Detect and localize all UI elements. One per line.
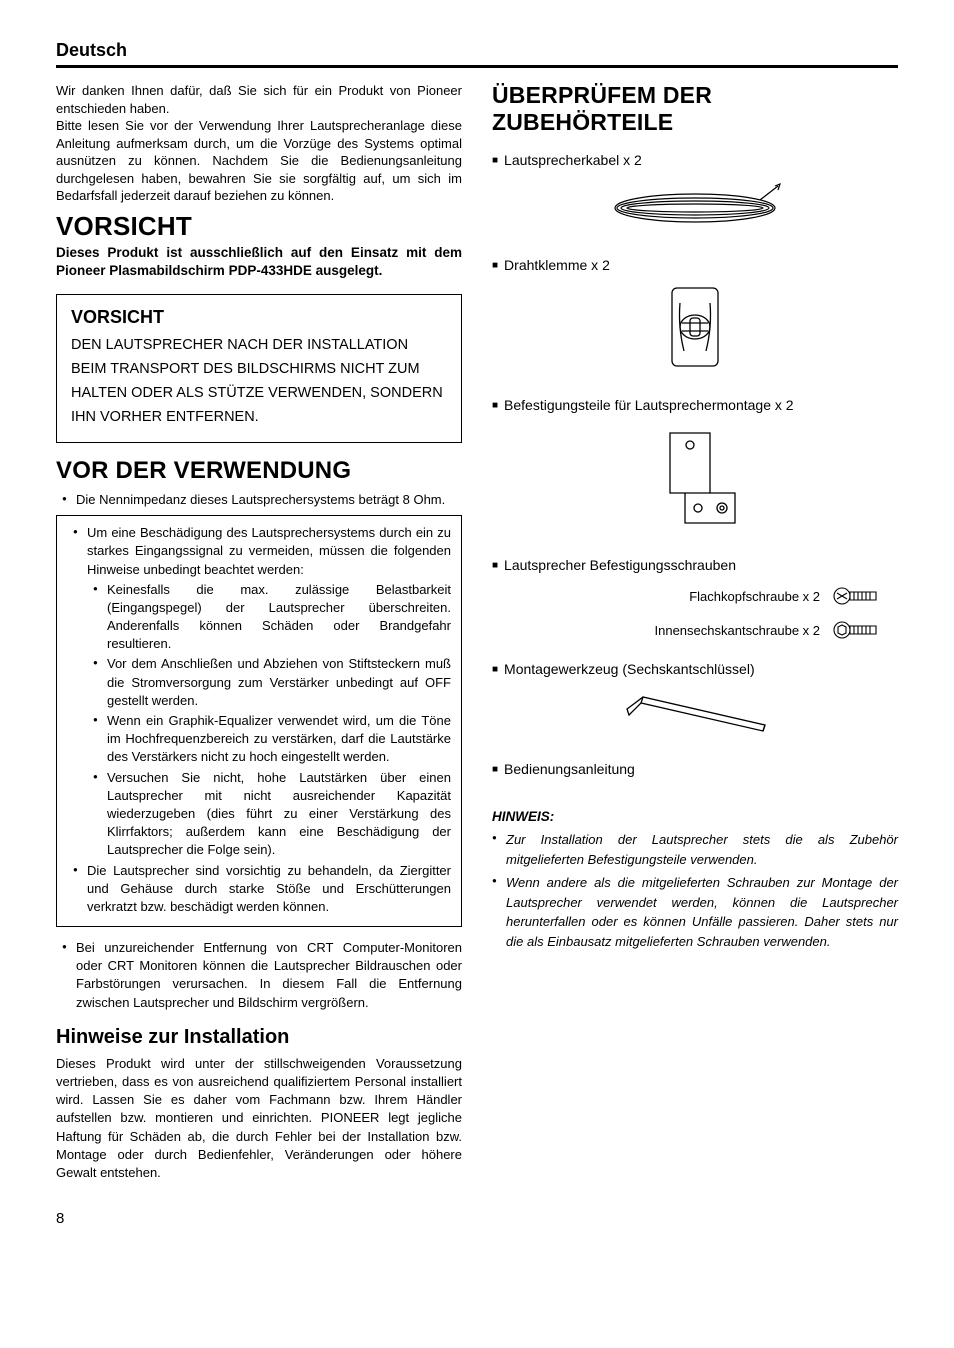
right-column: ÜBERPRÜFEM DER ZUBEHÖRTEILE ■ Lautsprech… [492, 82, 898, 1182]
left-column: Wir danken Ihnen dafür, daß Sie sich für… [56, 82, 462, 1182]
caution-box-title: VORSICHT [71, 307, 447, 328]
warning-bullet-list: Um eine Beschädigung des Lautsprechersys… [67, 524, 451, 916]
impedance-bullet: Die Nennimpedanz dieses Lautsprechersyst… [62, 491, 462, 509]
crt-bullet: Bei unzureichender Entfernung von CRT Co… [62, 939, 462, 1012]
hinweis-bullet-1: Zur Installation der Lautsprecher stets … [492, 830, 898, 869]
accessory-manual-row: ■ Bedienungsanleitung [492, 761, 898, 779]
accessory-clamp-label: Drahtklemme x 2 [504, 257, 610, 273]
accessory-bracket-row: ■ Befestigungsteile für Lautsprechermont… [492, 397, 898, 415]
accessory-screws-label: Lautsprecher Befestigungsschrauben [504, 557, 736, 573]
install-heading: Hinweise zur Installation [56, 1026, 462, 1049]
language-header: Deutsch [56, 40, 898, 68]
crt-bullet-list: Bei unzureichender Entfernung von CRT Co… [56, 939, 462, 1012]
screw-flat-label: Flachkopfschraube x 2 [689, 589, 820, 604]
tool-illustration [492, 687, 898, 737]
warning-intro-bullet: Um eine Beschädigung des Lautsprechersys… [73, 524, 451, 859]
warning-after-bullet: Die Lautsprecher sind vorsichtig zu beha… [73, 862, 451, 917]
accessory-clamp-row: ■ Drahtklemme x 2 [492, 257, 898, 275]
hinweis-bullet-2: Wenn andere als die mitgelieferten Schra… [492, 873, 898, 951]
screw-flat-icon [832, 583, 878, 609]
hinweis-bullets: Zur Installation der Lautsprecher stets … [492, 830, 898, 951]
accessory-screws-row: ■ Lautsprecher Befestigungsschrauben [492, 557, 898, 575]
warning-intro-text: Um eine Beschädigung des Lautsprechersys… [87, 525, 451, 576]
square-icon: ■ [492, 152, 498, 170]
zubehoer-heading: ÜBERPRÜFEM DER ZUBEHÖRTEILE [492, 82, 898, 136]
accessory-cable-row: ■ Lautsprecherkabel x 2 [492, 152, 898, 170]
vorsicht-heading: VORSICHT [56, 211, 462, 242]
screw-hex-label: Innensechskantschraube x 2 [655, 623, 821, 638]
screw-hex-row: Innensechskantschraube x 2 [492, 617, 898, 643]
intro-paragraph: Wir danken Ihnen dafür, daß Sie sich für… [56, 82, 462, 205]
warning-sub-bullets: Keinesfalls die max. zulässige Belastbar… [87, 581, 451, 860]
screw-hex-icon [832, 617, 878, 643]
square-icon: ■ [492, 397, 498, 415]
warning-sub-3: Wenn ein Graphik-Equalizer verwendet wir… [93, 712, 451, 767]
warning-sub-2: Vor dem Anschließen und Abziehen von Sti… [93, 655, 451, 710]
vor-der-verwendung-heading: VOR DER VERWENDUNG [56, 457, 462, 485]
cable-illustration [492, 178, 898, 233]
accessory-tool-label: Montagewerkzeug (Sechskantschlüssel) [504, 661, 755, 677]
bracket-illustration [492, 423, 898, 533]
screw-flat-row: Flachkopfschraube x 2 [492, 583, 898, 609]
clamp-illustration [492, 283, 898, 373]
accessory-tool-row: ■ Montagewerkzeug (Sechskantschlüssel) [492, 661, 898, 679]
impedance-bullet-list: Die Nennimpedanz dieses Lautsprechersyst… [56, 491, 462, 509]
install-body: Dieses Produkt wird unter der stillschwe… [56, 1055, 462, 1182]
hinweis-title: HINWEIS: [492, 809, 898, 824]
accessory-manual-label: Bedienungsanleitung [504, 761, 635, 777]
warning-sub-4: Versuchen Sie nicht, hohe Lautstärken üb… [93, 769, 451, 860]
accessory-bracket-label: Befestigungsteile für Lautsprechermontag… [504, 397, 794, 413]
square-icon: ■ [492, 761, 498, 779]
two-column-layout: Wir danken Ihnen dafür, daß Sie sich für… [56, 82, 898, 1182]
accessory-cable-label: Lautsprecherkabel x 2 [504, 152, 642, 168]
page-number: 8 [56, 1210, 898, 1227]
square-icon: ■ [492, 257, 498, 275]
warning-sub-1: Keinesfalls die max. zulässige Belastbar… [93, 581, 451, 654]
vorsicht-bold-text: Dieses Produkt ist ausschließlich auf de… [56, 244, 462, 280]
square-icon: ■ [492, 661, 498, 679]
square-icon: ■ [492, 557, 498, 575]
warning-box: Um eine Beschädigung des Lautsprechersys… [56, 515, 462, 927]
caution-box: VORSICHT DEN LAUTSPRECHER NACH DER INSTA… [56, 294, 462, 443]
caution-box-body: DEN LAUTSPRECHER NACH DER INSTALLATION B… [71, 334, 447, 430]
